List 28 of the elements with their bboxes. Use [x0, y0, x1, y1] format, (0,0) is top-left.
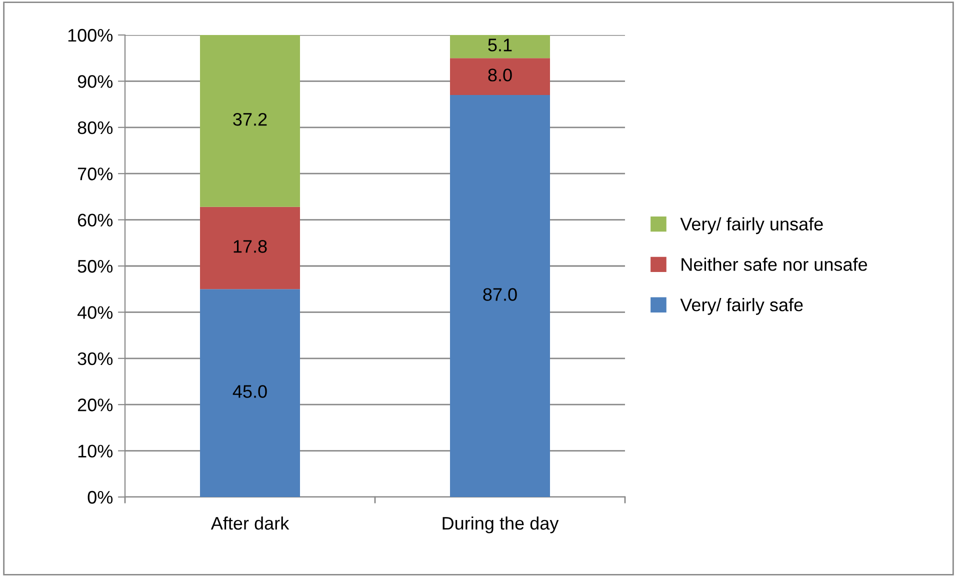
y-tick-label: 60%	[78, 214, 113, 227]
y-tick-label: 10%	[78, 444, 113, 458]
bar	[450, 95, 550, 497]
data-label: 5.1	[488, 38, 512, 52]
y-tick-label: 0%	[88, 490, 113, 504]
data-label: 17.8	[234, 240, 267, 253]
bar	[450, 58, 550, 96]
data-label: 45.0	[232, 385, 267, 398]
y-tick-label: 30%	[78, 352, 113, 366]
bar	[450, 35, 550, 58]
y-tick-label: 70%	[78, 168, 113, 180]
legend-label: Neither safe nor unsafe	[682, 258, 868, 271]
legend-label: Very/ fairly unsafe	[680, 217, 823, 234]
y-tick-label: 20%	[78, 398, 113, 412]
x-tick-label: During the day	[442, 516, 559, 534]
x-tick-label: After dark	[210, 516, 290, 530]
data-label: 37.2	[233, 112, 267, 126]
legend-label: Very/ fairly safe	[680, 298, 803, 315]
y-tick-label: 50%	[78, 260, 113, 273]
y-tick-label: 100%	[68, 28, 113, 42]
bar	[200, 206, 300, 290]
bar	[200, 289, 300, 497]
y-tick-label: 80%	[78, 121, 113, 134]
bar	[200, 35, 300, 207]
y-tick-label: 40%	[77, 306, 113, 319]
data-label: 8.0	[488, 68, 512, 82]
data-label: 87.0	[483, 288, 517, 301]
y-tick-label: 90%	[78, 75, 113, 88]
